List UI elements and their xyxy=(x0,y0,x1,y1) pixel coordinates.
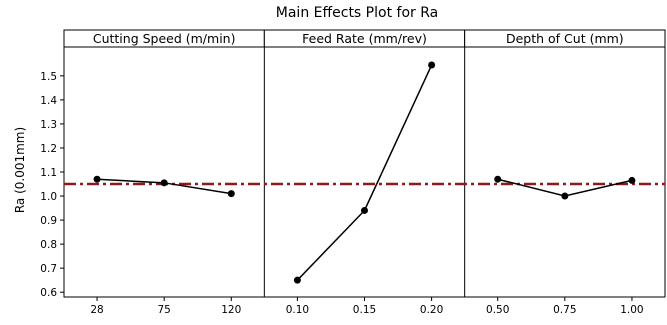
chart-title: Main Effects Plot for Ra xyxy=(276,5,438,21)
data-point xyxy=(628,176,636,184)
data-point xyxy=(160,179,168,187)
y-tick-label: 0.6 xyxy=(40,287,57,299)
y-tick-label: 1.1 xyxy=(40,167,57,179)
data-point xyxy=(93,175,101,183)
x-tick-label: 120 xyxy=(221,304,241,316)
y-tick-label: 1.5 xyxy=(40,71,57,83)
panel-title: Feed Rate (mm/rev) xyxy=(302,31,427,46)
plot-frame xyxy=(63,46,666,298)
x-tick-label: 0.50 xyxy=(486,304,509,316)
data-point xyxy=(227,190,235,198)
x-tick-label: 0.75 xyxy=(553,304,576,316)
y-axis-label: Ra (0.001mm) xyxy=(13,127,27,213)
data-point xyxy=(361,206,368,214)
y-tick-label: 1.0 xyxy=(40,191,57,203)
panel-title: Cutting Speed (m/min) xyxy=(93,31,236,46)
plot-area: Cutting Speed (m/min) Feed Rate (mm/rev) D… xyxy=(40,29,666,316)
y-tick-label: 0.7 xyxy=(40,263,57,275)
x-tick-label: 75 xyxy=(157,304,170,316)
y-tick-label: 1.4 xyxy=(40,95,57,107)
data-point xyxy=(561,192,569,200)
y-tick-label: 0.9 xyxy=(40,215,57,227)
x-tick-label: 0.10 xyxy=(286,304,309,316)
data-point xyxy=(428,61,436,69)
x-tick-label: 1.00 xyxy=(620,304,643,316)
panel-title: Depth of Cut (mm) xyxy=(506,31,624,46)
y-tick-label: 1.3 xyxy=(40,119,57,131)
y-tick-label: 0.8 xyxy=(40,239,57,251)
series-line xyxy=(296,64,433,281)
data-point xyxy=(494,175,502,183)
data-point xyxy=(293,276,301,284)
x-tick-label: 28 xyxy=(90,304,103,316)
x-tick-label: 0.15 xyxy=(353,304,376,316)
x-tick-label: 0.20 xyxy=(420,304,443,316)
y-tick-label: 1.2 xyxy=(40,143,57,155)
